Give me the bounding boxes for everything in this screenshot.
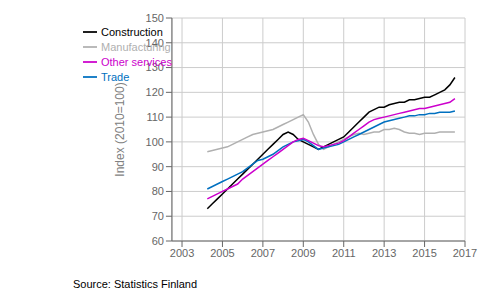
svg-text:120: 120 xyxy=(146,86,164,98)
svg-text:2015: 2015 xyxy=(412,247,436,259)
svg-text:80: 80 xyxy=(152,185,164,197)
svg-text:Index (2010=100): Index (2010=100) xyxy=(113,82,127,176)
svg-text:2013: 2013 xyxy=(372,247,396,259)
svg-text:70: 70 xyxy=(152,210,164,222)
svg-text:2007: 2007 xyxy=(251,247,275,259)
svg-text:2005: 2005 xyxy=(210,247,234,259)
svg-text:2011: 2011 xyxy=(332,247,356,259)
svg-text:90: 90 xyxy=(152,161,164,173)
svg-text:140: 140 xyxy=(146,37,164,49)
svg-text:60: 60 xyxy=(152,235,164,247)
svg-text:2009: 2009 xyxy=(291,247,315,259)
svg-text:2003: 2003 xyxy=(170,247,194,259)
svg-text:110: 110 xyxy=(146,111,164,123)
svg-text:2017: 2017 xyxy=(453,247,477,259)
svg-text:150: 150 xyxy=(146,12,164,24)
svg-text:100: 100 xyxy=(146,136,164,148)
svg-text:130: 130 xyxy=(146,61,164,73)
